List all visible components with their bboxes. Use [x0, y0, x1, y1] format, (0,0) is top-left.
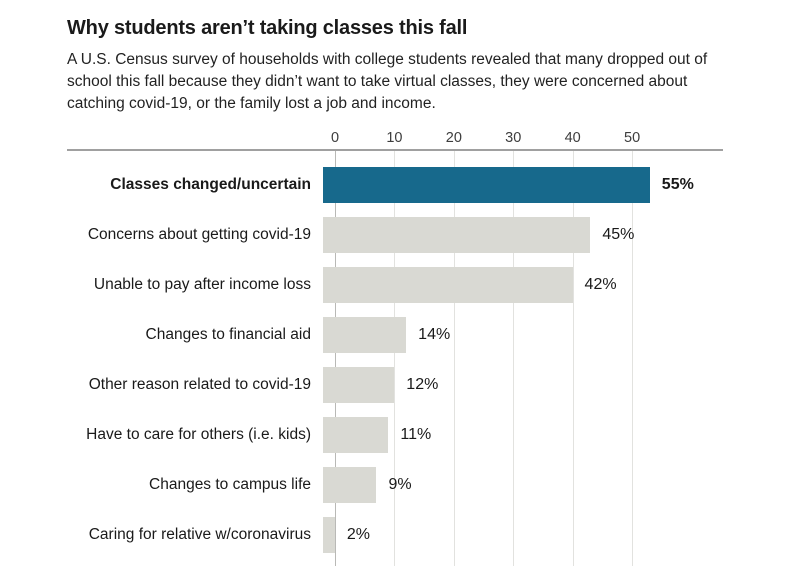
bar-rows: Classes changed/uncertain 55% Concerns a… — [67, 160, 723, 560]
gridline — [513, 151, 515, 566]
bar-category-label: Changes to financial aid — [145, 326, 311, 343]
bar-area: 2% — [323, 517, 711, 553]
zero-gridline — [335, 151, 336, 566]
bar-row: Concerns about getting covid-19 45% — [67, 210, 723, 260]
grid-layer — [335, 151, 723, 566]
bar-value-label: 9% — [388, 476, 412, 493]
plot-area: Classes changed/uncertain 55% Concerns a… — [67, 151, 723, 566]
bar-value-label: 55% — [661, 176, 694, 193]
bar-area: 14% — [323, 317, 711, 353]
bar-area: 55% — [323, 167, 711, 203]
bar — [323, 467, 377, 503]
bar-chart: 0 10 20 30 40 50 Classes changed/uncertain 55… — [67, 128, 723, 566]
bar-area: 12% — [323, 367, 711, 403]
x-tick-label: 40 — [564, 130, 581, 146]
bar — [323, 217, 591, 253]
bar — [323, 417, 389, 453]
bar-category-label: Changes to campus life — [149, 476, 311, 493]
chart-title: Why students aren’t taking classes this … — [67, 17, 468, 39]
bar-area: 45% — [323, 217, 711, 253]
bar-area: 42% — [323, 267, 711, 303]
x-tick-label: 50 — [624, 130, 641, 146]
x-axis: 0 10 20 30 40 50 — [331, 128, 723, 149]
bar — [323, 367, 395, 403]
chart-page: Why students aren’t taking classes this … — [67, 0, 723, 566]
bar — [323, 517, 335, 553]
bar-value-label: 11% — [400, 426, 432, 443]
bar — [323, 317, 407, 353]
bar-category-label: Caring for relative w/coronavirus — [88, 526, 311, 543]
bar-row: Unable to pay after income loss 42% — [67, 260, 723, 310]
axis-rule — [67, 149, 723, 151]
bar-value-label: 2% — [346, 526, 370, 543]
bar — [323, 167, 650, 203]
gridline — [453, 151, 455, 566]
bar-area: 9% — [323, 467, 711, 503]
gridline — [394, 151, 396, 566]
bar-area: 11% — [323, 417, 711, 453]
x-tick-label: 0 — [330, 130, 340, 146]
bar-row: Changes to campus life 9% — [67, 460, 723, 510]
bar-row: Other reason related to covid-19 12% — [67, 360, 723, 410]
chart-subtitle: A U.S. Census survey of households with … — [67, 51, 708, 112]
bar-category-label: Classes changed/uncertain — [110, 176, 311, 193]
bar-row: Classes changed/uncertain 55% — [67, 160, 723, 210]
bar-row: Have to care for others (i.e. kids) 11% — [67, 410, 723, 460]
bar-category-label: Have to care for others (i.e. kids) — [86, 426, 311, 443]
bar-category-label: Unable to pay after income loss — [93, 276, 311, 293]
gridline — [632, 151, 634, 566]
bar-value-label: 45% — [602, 226, 635, 243]
bar-row: Changes to financial aid 14% — [67, 310, 723, 360]
x-tick-label: 20 — [445, 130, 462, 146]
bar-row: Caring for relative w/coronavirus 2% — [67, 510, 723, 560]
x-tick-label: 30 — [505, 130, 522, 146]
bar-value-label: 12% — [406, 376, 439, 393]
bar-value-label: 14% — [418, 326, 451, 343]
bar — [323, 267, 573, 303]
bar-value-label: 42% — [584, 276, 617, 293]
gridline — [572, 151, 574, 566]
bar-category-label: Other reason related to covid-19 — [88, 376, 311, 393]
x-tick-label: 10 — [386, 130, 403, 146]
bar-category-label: Concerns about getting covid-19 — [87, 226, 311, 243]
